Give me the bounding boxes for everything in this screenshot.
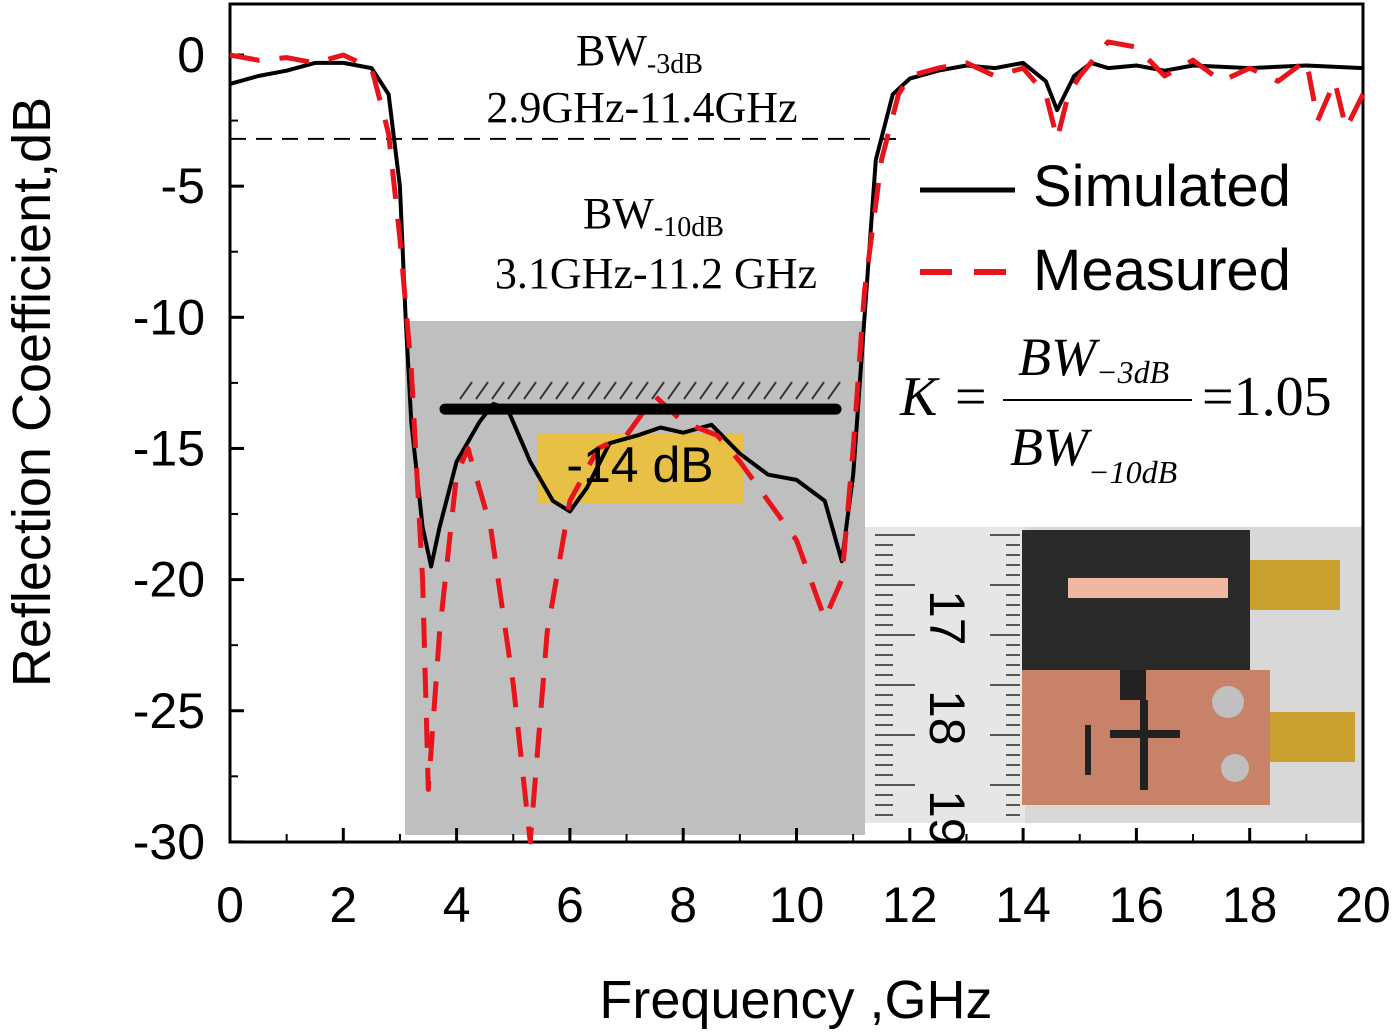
hatch-mark — [763, 381, 777, 400]
x-tick-label: 6 — [556, 877, 584, 933]
series-measured-line — [229, 39, 1366, 845]
x-tick-label: 16 — [1109, 877, 1165, 933]
x-tick-label: 18 — [1222, 877, 1278, 933]
hatch-mark — [603, 381, 617, 400]
hatch-mark — [827, 381, 841, 400]
k-formula: K = BW−3dB BW−10dB =1.05 — [899, 327, 1332, 490]
x-axis-title: Frequency ,GHz — [599, 970, 992, 1030]
hatch-mark — [539, 381, 553, 400]
svg-text:=1.05: =1.05 — [1202, 366, 1332, 428]
hatch-mark — [683, 381, 697, 400]
hatch-mark — [795, 381, 809, 400]
hatch-mark — [667, 381, 681, 400]
hatch-mark — [619, 381, 633, 400]
sma-connector-bottom — [1270, 712, 1355, 762]
y-tick-label: -20 — [133, 552, 205, 608]
svg-text:BW−10dB: BW−10dB — [1010, 417, 1177, 490]
y-tick-label: -10 — [133, 289, 205, 345]
x-tick-label: 2 — [329, 877, 357, 933]
hatch-mark — [523, 381, 537, 400]
svg-text:BW−3dB: BW−3dB — [1018, 327, 1169, 390]
device-photo-inset: 17 18 19 — [865, 527, 1362, 846]
x-tick-label: 12 — [882, 877, 938, 933]
hatch-mark — [811, 381, 825, 400]
y-tick-label: -5 — [161, 158, 205, 214]
x-tick-label: 4 — [443, 877, 471, 933]
level-label: -14 dB — [566, 437, 713, 493]
hatch-mark — [635, 381, 649, 400]
hatch-mark — [715, 381, 729, 400]
hatch-mark — [731, 381, 745, 400]
svg-text:=: = — [955, 366, 987, 428]
y-tick-label: -15 — [133, 420, 205, 476]
hatch-mark — [491, 381, 505, 400]
x-tick-label: 8 — [669, 877, 697, 933]
hatch-mark — [507, 381, 521, 400]
bw3-label: BW-3dB — [576, 26, 703, 80]
hatch-mark — [555, 381, 569, 400]
sma-connector-top — [1250, 560, 1340, 610]
y-tick-label: -25 — [133, 683, 205, 739]
antenna-board-top — [1022, 530, 1250, 670]
hatch-mark — [459, 381, 473, 400]
hatch-mark — [571, 381, 585, 400]
legend: Simulated Measured — [920, 154, 1291, 303]
ruler-mark-18: 18 — [919, 690, 975, 746]
legend-simulated-label: Simulated — [1033, 154, 1291, 219]
y-tick-label: -30 — [133, 814, 205, 870]
x-tick-label: 20 — [1335, 877, 1391, 933]
y-tick-label: 0 — [177, 27, 205, 83]
bw10-label: BW-10dB — [583, 189, 724, 243]
hatch-mark — [587, 381, 601, 400]
hatch-mark — [779, 381, 793, 400]
bw10-range: 3.1GHz-11.2 GHz — [495, 249, 817, 298]
x-tick-label: 14 — [995, 877, 1051, 933]
x-tick-label: 10 — [769, 877, 825, 933]
hatch-mark — [475, 381, 489, 400]
legend-measured-label: Measured — [1033, 238, 1291, 303]
y-axis-title: Reflection Coefficient,dB — [2, 97, 62, 687]
hatch-mark — [651, 381, 665, 400]
hatch-mark — [699, 381, 713, 400]
series-simulated-line — [229, 60, 1364, 569]
hatch-mark — [747, 381, 761, 400]
svg-text:K: K — [899, 366, 940, 428]
bw3-range: 2.9GHz-11.4GHz — [486, 83, 797, 132]
limit-bar — [439, 381, 842, 415]
ruler-mark-17: 17 — [919, 590, 975, 646]
x-tick-label: 0 — [216, 877, 244, 933]
level-highlight-box — [538, 433, 743, 503]
